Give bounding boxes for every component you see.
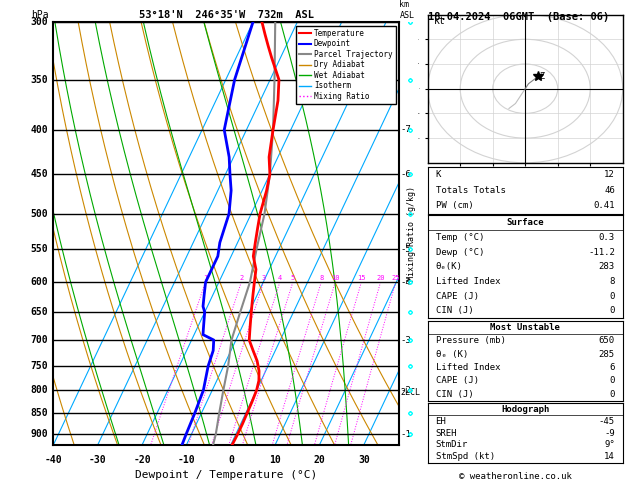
Text: 20: 20 (376, 275, 385, 281)
Text: 8: 8 (610, 277, 615, 286)
Text: 12: 12 (604, 170, 615, 179)
Text: 300: 300 (31, 17, 48, 27)
Text: 350: 350 (31, 75, 48, 85)
Text: -3: -3 (400, 335, 411, 345)
Text: 20: 20 (314, 455, 325, 465)
Text: -2: -2 (400, 386, 411, 395)
Text: -7: -7 (400, 125, 411, 135)
Text: θₑ(K): θₑ(K) (435, 262, 462, 271)
Text: SREH: SREH (435, 429, 457, 437)
Text: 450: 450 (31, 169, 48, 179)
Text: Most Unstable: Most Unstable (490, 323, 560, 332)
Text: StmSpd (kt): StmSpd (kt) (435, 452, 494, 461)
Text: Surface: Surface (506, 218, 544, 227)
Text: 46: 46 (604, 186, 615, 195)
Text: 0: 0 (610, 376, 615, 385)
Text: Pressure (mb): Pressure (mb) (435, 336, 505, 346)
Text: CIN (J): CIN (J) (435, 390, 473, 399)
Text: StmDir: StmDir (435, 440, 468, 450)
Text: 3: 3 (262, 275, 265, 281)
Text: Mixing Ratio (g/kg): Mixing Ratio (g/kg) (407, 186, 416, 281)
Text: 10: 10 (269, 455, 281, 465)
Text: 2LCL: 2LCL (400, 388, 420, 397)
Text: -1: -1 (400, 430, 411, 439)
Text: hPa: hPa (31, 10, 48, 20)
Text: 15: 15 (357, 275, 365, 281)
Text: θₑ (K): θₑ (K) (435, 349, 468, 359)
Text: © weatheronline.co.uk: © weatheronline.co.uk (459, 472, 572, 481)
Text: Totals Totals: Totals Totals (435, 186, 505, 195)
Text: EH: EH (435, 417, 446, 426)
Text: 6: 6 (610, 363, 615, 372)
Text: -40: -40 (45, 455, 62, 465)
Text: 700: 700 (31, 335, 48, 345)
Legend: Temperature, Dewpoint, Parcel Trajectory, Dry Adiabat, Wet Adiabat, Isotherm, Mi: Temperature, Dewpoint, Parcel Trajectory… (296, 26, 396, 104)
Text: 0: 0 (610, 292, 615, 301)
Text: Dewpoint / Temperature (°C): Dewpoint / Temperature (°C) (135, 470, 318, 480)
Text: 5: 5 (291, 275, 295, 281)
Text: -20: -20 (133, 455, 151, 465)
Text: 750: 750 (31, 361, 48, 371)
Text: CAPE (J): CAPE (J) (435, 292, 479, 301)
Text: 1: 1 (203, 275, 208, 281)
Text: CAPE (J): CAPE (J) (435, 376, 479, 385)
Text: 0: 0 (610, 307, 615, 315)
Text: 14: 14 (604, 452, 615, 461)
Text: 2: 2 (239, 275, 243, 281)
Text: 25: 25 (391, 275, 400, 281)
Text: 0: 0 (228, 455, 234, 465)
Text: km
ASL: km ASL (399, 0, 415, 20)
Text: Temp (°C): Temp (°C) (435, 233, 484, 242)
Text: 850: 850 (31, 408, 48, 418)
Text: 400: 400 (31, 125, 48, 135)
Text: Dewp (°C): Dewp (°C) (435, 247, 484, 257)
Text: 53°18'N  246°35'W  732m  ASL: 53°18'N 246°35'W 732m ASL (139, 10, 314, 20)
Text: 800: 800 (31, 385, 48, 395)
Text: K: K (435, 170, 441, 179)
Text: 10: 10 (331, 275, 340, 281)
Text: 900: 900 (31, 430, 48, 439)
Text: -11.2: -11.2 (588, 247, 615, 257)
Text: PW (cm): PW (cm) (435, 202, 473, 210)
Text: kt: kt (434, 17, 446, 26)
Text: 30: 30 (358, 455, 370, 465)
Text: 0.41: 0.41 (593, 202, 615, 210)
Text: -30: -30 (89, 455, 107, 465)
Text: Lifted Index: Lifted Index (435, 277, 500, 286)
Text: 0.3: 0.3 (599, 233, 615, 242)
Text: 0: 0 (610, 390, 615, 399)
Text: CIN (J): CIN (J) (435, 307, 473, 315)
Text: 4: 4 (278, 275, 282, 281)
Text: -4: -4 (400, 278, 411, 287)
Text: 8: 8 (319, 275, 323, 281)
Text: 600: 600 (31, 277, 48, 287)
Text: 650: 650 (31, 307, 48, 317)
Text: -10: -10 (178, 455, 196, 465)
Text: Z: Z (540, 72, 545, 81)
Text: -6: -6 (400, 170, 411, 179)
Text: 500: 500 (31, 208, 48, 219)
Text: 18.04.2024  06GMT  (Base: 06): 18.04.2024 06GMT (Base: 06) (428, 12, 609, 22)
Text: -5: -5 (400, 245, 411, 254)
Text: -9: -9 (604, 429, 615, 437)
Text: 650: 650 (599, 336, 615, 346)
Text: 9°: 9° (604, 440, 615, 450)
Text: -45: -45 (599, 417, 615, 426)
Text: Lifted Index: Lifted Index (435, 363, 500, 372)
Text: 283: 283 (599, 262, 615, 271)
Text: Hodograph: Hodograph (501, 405, 549, 414)
Text: 550: 550 (31, 244, 48, 255)
Text: 285: 285 (599, 349, 615, 359)
